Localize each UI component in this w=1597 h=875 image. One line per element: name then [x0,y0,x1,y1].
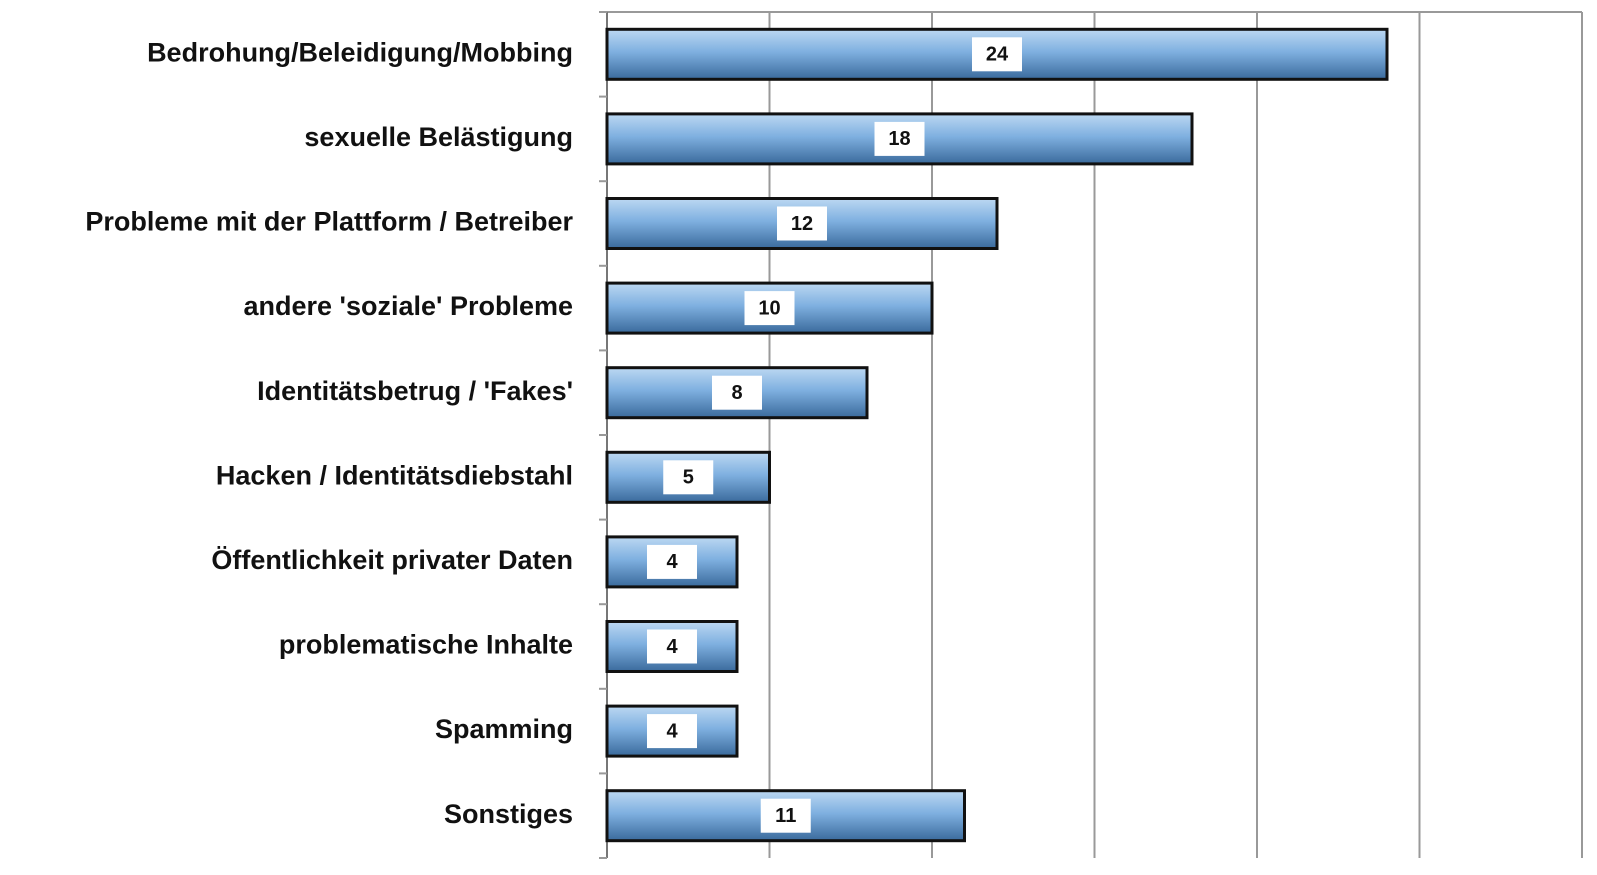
y-tick-label: problematische Inhalte [279,630,573,660]
y-tick-label: Sonstiges [444,799,573,829]
y-tick-label: Identitätsbetrug / 'Fakes' [257,376,573,406]
value-label-box [874,121,925,156]
value-label: 4 [666,551,678,573]
value-label-box [712,375,762,410]
value-label: 10 [758,297,780,319]
value-label: 11 [775,805,796,827]
value-label-box [777,206,827,241]
value-label-box [972,37,1022,72]
value-label-box [663,460,714,495]
value-label-box [647,544,697,579]
value-label: 24 [986,44,1009,66]
y-tick-label: Spamming [435,714,573,744]
value-label: 4 [666,720,678,742]
y-tick-label: sexuelle Belästigung [304,122,573,152]
y-tick-label: Öffentlichkeit privater Daten [211,545,573,575]
value-label-box [760,798,811,833]
value-label: 18 [888,128,910,150]
value-label: 4 [666,636,678,658]
value-label-box [647,714,697,749]
y-tick-label: Probleme mit der Plattform / Betreiber [85,207,573,237]
value-label-box [744,291,795,326]
value-label-box [647,629,697,664]
y-tick-label: andere 'soziale' Probleme [244,291,573,321]
value-label: 8 [731,382,742,404]
y-tick-label: Hacken / Identitätsdiebstahl [216,460,573,490]
value-label: 5 [683,467,694,489]
y-tick-label: Bedrohung/Beleidigung/Mobbing [147,37,573,67]
value-label: 12 [791,213,813,235]
